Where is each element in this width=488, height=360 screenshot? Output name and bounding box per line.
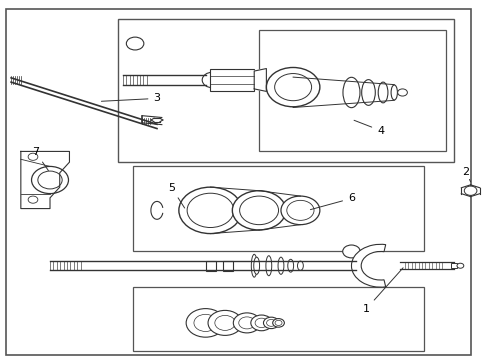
Circle shape xyxy=(281,196,319,225)
Circle shape xyxy=(397,89,407,96)
Circle shape xyxy=(286,201,313,220)
Text: 3: 3 xyxy=(101,93,160,103)
Ellipse shape xyxy=(297,261,303,270)
Circle shape xyxy=(207,310,242,336)
Circle shape xyxy=(232,191,285,230)
Bar xyxy=(205,261,216,271)
Circle shape xyxy=(186,309,224,337)
Ellipse shape xyxy=(287,259,293,272)
Ellipse shape xyxy=(265,256,271,276)
Circle shape xyxy=(272,319,284,327)
Circle shape xyxy=(342,245,360,258)
Circle shape xyxy=(266,319,275,326)
Ellipse shape xyxy=(278,257,284,274)
Circle shape xyxy=(202,72,223,88)
Ellipse shape xyxy=(251,254,257,277)
Bar xyxy=(450,263,456,268)
Circle shape xyxy=(187,193,233,228)
Ellipse shape xyxy=(377,82,387,103)
Bar xyxy=(132,166,424,251)
Bar xyxy=(222,261,233,271)
Text: 6: 6 xyxy=(310,193,354,210)
Bar xyxy=(118,19,453,162)
Wedge shape xyxy=(351,244,385,287)
Circle shape xyxy=(266,67,319,107)
Ellipse shape xyxy=(390,85,397,100)
Text: 4: 4 xyxy=(353,120,384,136)
Circle shape xyxy=(274,73,311,101)
Circle shape xyxy=(456,263,463,268)
Text: 2: 2 xyxy=(461,167,469,182)
Circle shape xyxy=(28,196,38,203)
Circle shape xyxy=(463,186,476,195)
Ellipse shape xyxy=(342,77,359,108)
Bar xyxy=(259,30,446,152)
Circle shape xyxy=(274,320,282,325)
Text: 7: 7 xyxy=(32,147,48,171)
Polygon shape xyxy=(21,152,69,208)
Polygon shape xyxy=(254,68,266,91)
Circle shape xyxy=(31,166,68,194)
Circle shape xyxy=(28,153,38,160)
Circle shape xyxy=(214,315,235,330)
Circle shape xyxy=(263,317,279,329)
Circle shape xyxy=(238,317,255,329)
Circle shape xyxy=(126,37,143,50)
Text: 1: 1 xyxy=(362,268,402,314)
Circle shape xyxy=(179,187,242,234)
Circle shape xyxy=(38,171,62,189)
Text: 5: 5 xyxy=(168,183,184,208)
Circle shape xyxy=(250,315,272,331)
Circle shape xyxy=(194,314,217,332)
Bar xyxy=(132,287,424,351)
Circle shape xyxy=(233,313,260,333)
Ellipse shape xyxy=(361,80,374,105)
Bar xyxy=(210,69,254,91)
Ellipse shape xyxy=(253,257,259,274)
Circle shape xyxy=(255,318,267,328)
Circle shape xyxy=(239,196,278,225)
